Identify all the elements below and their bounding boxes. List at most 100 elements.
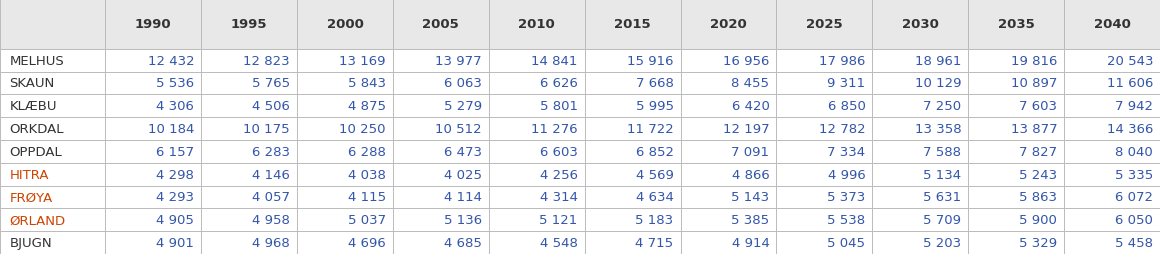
Text: 2025: 2025 — [806, 18, 842, 31]
Text: 6 852: 6 852 — [636, 145, 674, 158]
Bar — [681, 95, 776, 118]
Bar — [297, 209, 393, 231]
Bar — [488, 231, 585, 254]
Bar — [106, 95, 201, 118]
Bar — [969, 95, 1064, 118]
Bar — [585, 118, 681, 140]
Text: 7 334: 7 334 — [827, 145, 865, 158]
Text: 6 288: 6 288 — [348, 145, 386, 158]
Bar — [776, 186, 872, 209]
Bar — [393, 209, 488, 231]
Bar — [681, 209, 776, 231]
Text: 17 986: 17 986 — [819, 54, 865, 67]
Text: 4 685: 4 685 — [444, 236, 481, 249]
Text: SKAUN: SKAUN — [9, 77, 55, 90]
Bar — [585, 50, 681, 72]
Bar — [1064, 231, 1160, 254]
Text: 5 143: 5 143 — [731, 191, 769, 204]
Bar — [872, 72, 969, 95]
Text: 5 863: 5 863 — [1020, 191, 1057, 204]
Text: 10 512: 10 512 — [435, 123, 481, 136]
Text: 4 696: 4 696 — [348, 236, 386, 249]
Bar — [297, 140, 393, 163]
Bar — [681, 231, 776, 254]
Bar — [488, 95, 585, 118]
Text: 7 603: 7 603 — [1020, 100, 1057, 113]
Bar — [106, 209, 201, 231]
Text: 2035: 2035 — [998, 18, 1035, 31]
Text: 5 203: 5 203 — [923, 236, 962, 249]
Bar — [872, 186, 969, 209]
Text: 19 816: 19 816 — [1010, 54, 1057, 67]
Text: 6 283: 6 283 — [252, 145, 290, 158]
Bar — [1064, 72, 1160, 95]
Text: 6 420: 6 420 — [732, 100, 769, 113]
Bar — [1064, 50, 1160, 72]
Bar — [872, 50, 969, 72]
Bar — [585, 95, 681, 118]
Bar — [969, 72, 1064, 95]
Text: 13 358: 13 358 — [914, 123, 962, 136]
Text: 4 038: 4 038 — [348, 168, 386, 181]
Bar — [1064, 209, 1160, 231]
Bar — [297, 163, 393, 186]
Text: 12 823: 12 823 — [244, 54, 290, 67]
Bar — [1064, 95, 1160, 118]
Bar — [969, 163, 1064, 186]
Text: 5 900: 5 900 — [1020, 213, 1057, 226]
Text: 7 091: 7 091 — [732, 145, 769, 158]
Text: 6 157: 6 157 — [157, 145, 194, 158]
Bar — [201, 0, 297, 50]
Bar — [106, 231, 201, 254]
Text: 6 072: 6 072 — [1115, 191, 1153, 204]
Bar — [201, 50, 297, 72]
Bar — [106, 140, 201, 163]
Text: 5 801: 5 801 — [539, 100, 578, 113]
Text: 1995: 1995 — [231, 18, 267, 31]
Text: 12 782: 12 782 — [819, 123, 865, 136]
Text: 5 134: 5 134 — [923, 168, 962, 181]
Bar — [393, 50, 488, 72]
Text: BJUGN: BJUGN — [9, 236, 52, 249]
Text: 10 175: 10 175 — [244, 123, 290, 136]
Bar — [872, 0, 969, 50]
Text: 4 634: 4 634 — [636, 191, 674, 204]
Text: 5 243: 5 243 — [1018, 168, 1057, 181]
Bar — [488, 72, 585, 95]
Bar — [393, 0, 488, 50]
Bar — [776, 140, 872, 163]
Bar — [393, 118, 488, 140]
Text: 7 250: 7 250 — [923, 100, 962, 113]
Bar — [969, 209, 1064, 231]
Text: 15 916: 15 916 — [628, 54, 674, 67]
Bar — [585, 186, 681, 209]
Bar — [872, 140, 969, 163]
Bar — [201, 140, 297, 163]
Text: 4 146: 4 146 — [252, 168, 290, 181]
Bar — [776, 0, 872, 50]
Text: 4 914: 4 914 — [732, 236, 769, 249]
Text: 5 335: 5 335 — [1115, 168, 1153, 181]
Bar — [681, 50, 776, 72]
Bar — [776, 95, 872, 118]
Text: 5 843: 5 843 — [348, 77, 386, 90]
Text: 7 668: 7 668 — [636, 77, 674, 90]
Text: 11 606: 11 606 — [1107, 77, 1153, 90]
Bar — [0, 72, 106, 95]
Bar — [106, 50, 201, 72]
Text: HITRA: HITRA — [9, 168, 49, 181]
Text: 5 045: 5 045 — [827, 236, 865, 249]
Text: 7 827: 7 827 — [1018, 145, 1057, 158]
Bar — [681, 0, 776, 50]
Text: 5 458: 5 458 — [1115, 236, 1153, 249]
Text: 5 279: 5 279 — [444, 100, 481, 113]
Text: 7 588: 7 588 — [923, 145, 962, 158]
Text: 8 040: 8 040 — [1115, 145, 1153, 158]
Text: 5 329: 5 329 — [1018, 236, 1057, 249]
Bar — [776, 50, 872, 72]
Text: 4 569: 4 569 — [636, 168, 674, 181]
Text: 20 543: 20 543 — [1107, 54, 1153, 67]
Bar — [585, 163, 681, 186]
Text: 5 121: 5 121 — [539, 213, 578, 226]
Text: 5 536: 5 536 — [157, 77, 194, 90]
